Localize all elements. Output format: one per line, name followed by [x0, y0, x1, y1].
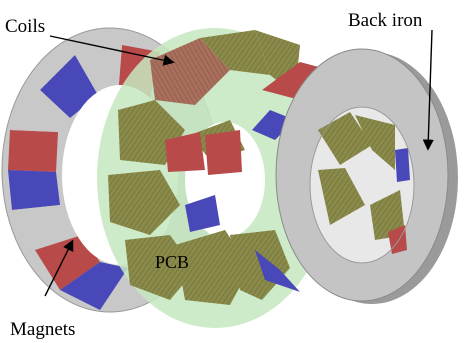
- label-magnets: Magnets: [10, 319, 75, 340]
- arrow-back-iron: [422, 29, 434, 151]
- label-back-iron: Back iron: [348, 10, 423, 31]
- magnet-segment: [40, 55, 98, 118]
- back-iron-ring: [275, 48, 458, 304]
- arrow-coils: [49, 35, 175, 66]
- arrow-magnets: [44, 239, 74, 297]
- coil: [108, 170, 180, 235]
- magnet-segment: [35, 235, 100, 290]
- magnet-segment: [205, 130, 242, 175]
- magnet-segment: [60, 262, 128, 310]
- magnet-segment: [185, 195, 220, 232]
- label-pcb: PCB: [155, 252, 189, 272]
- magnet-segment: [12, 205, 82, 250]
- magnet-segment: [165, 132, 205, 172]
- magnet-segment: [10, 90, 70, 132]
- label-coils: Coils: [5, 16, 45, 37]
- coil: [150, 38, 230, 105]
- magnet-segment: [75, 45, 122, 96]
- magnet-segment: [8, 130, 58, 172]
- coil: [175, 230, 250, 305]
- magnet-segment: [8, 170, 60, 210]
- coil: [200, 30, 270, 75]
